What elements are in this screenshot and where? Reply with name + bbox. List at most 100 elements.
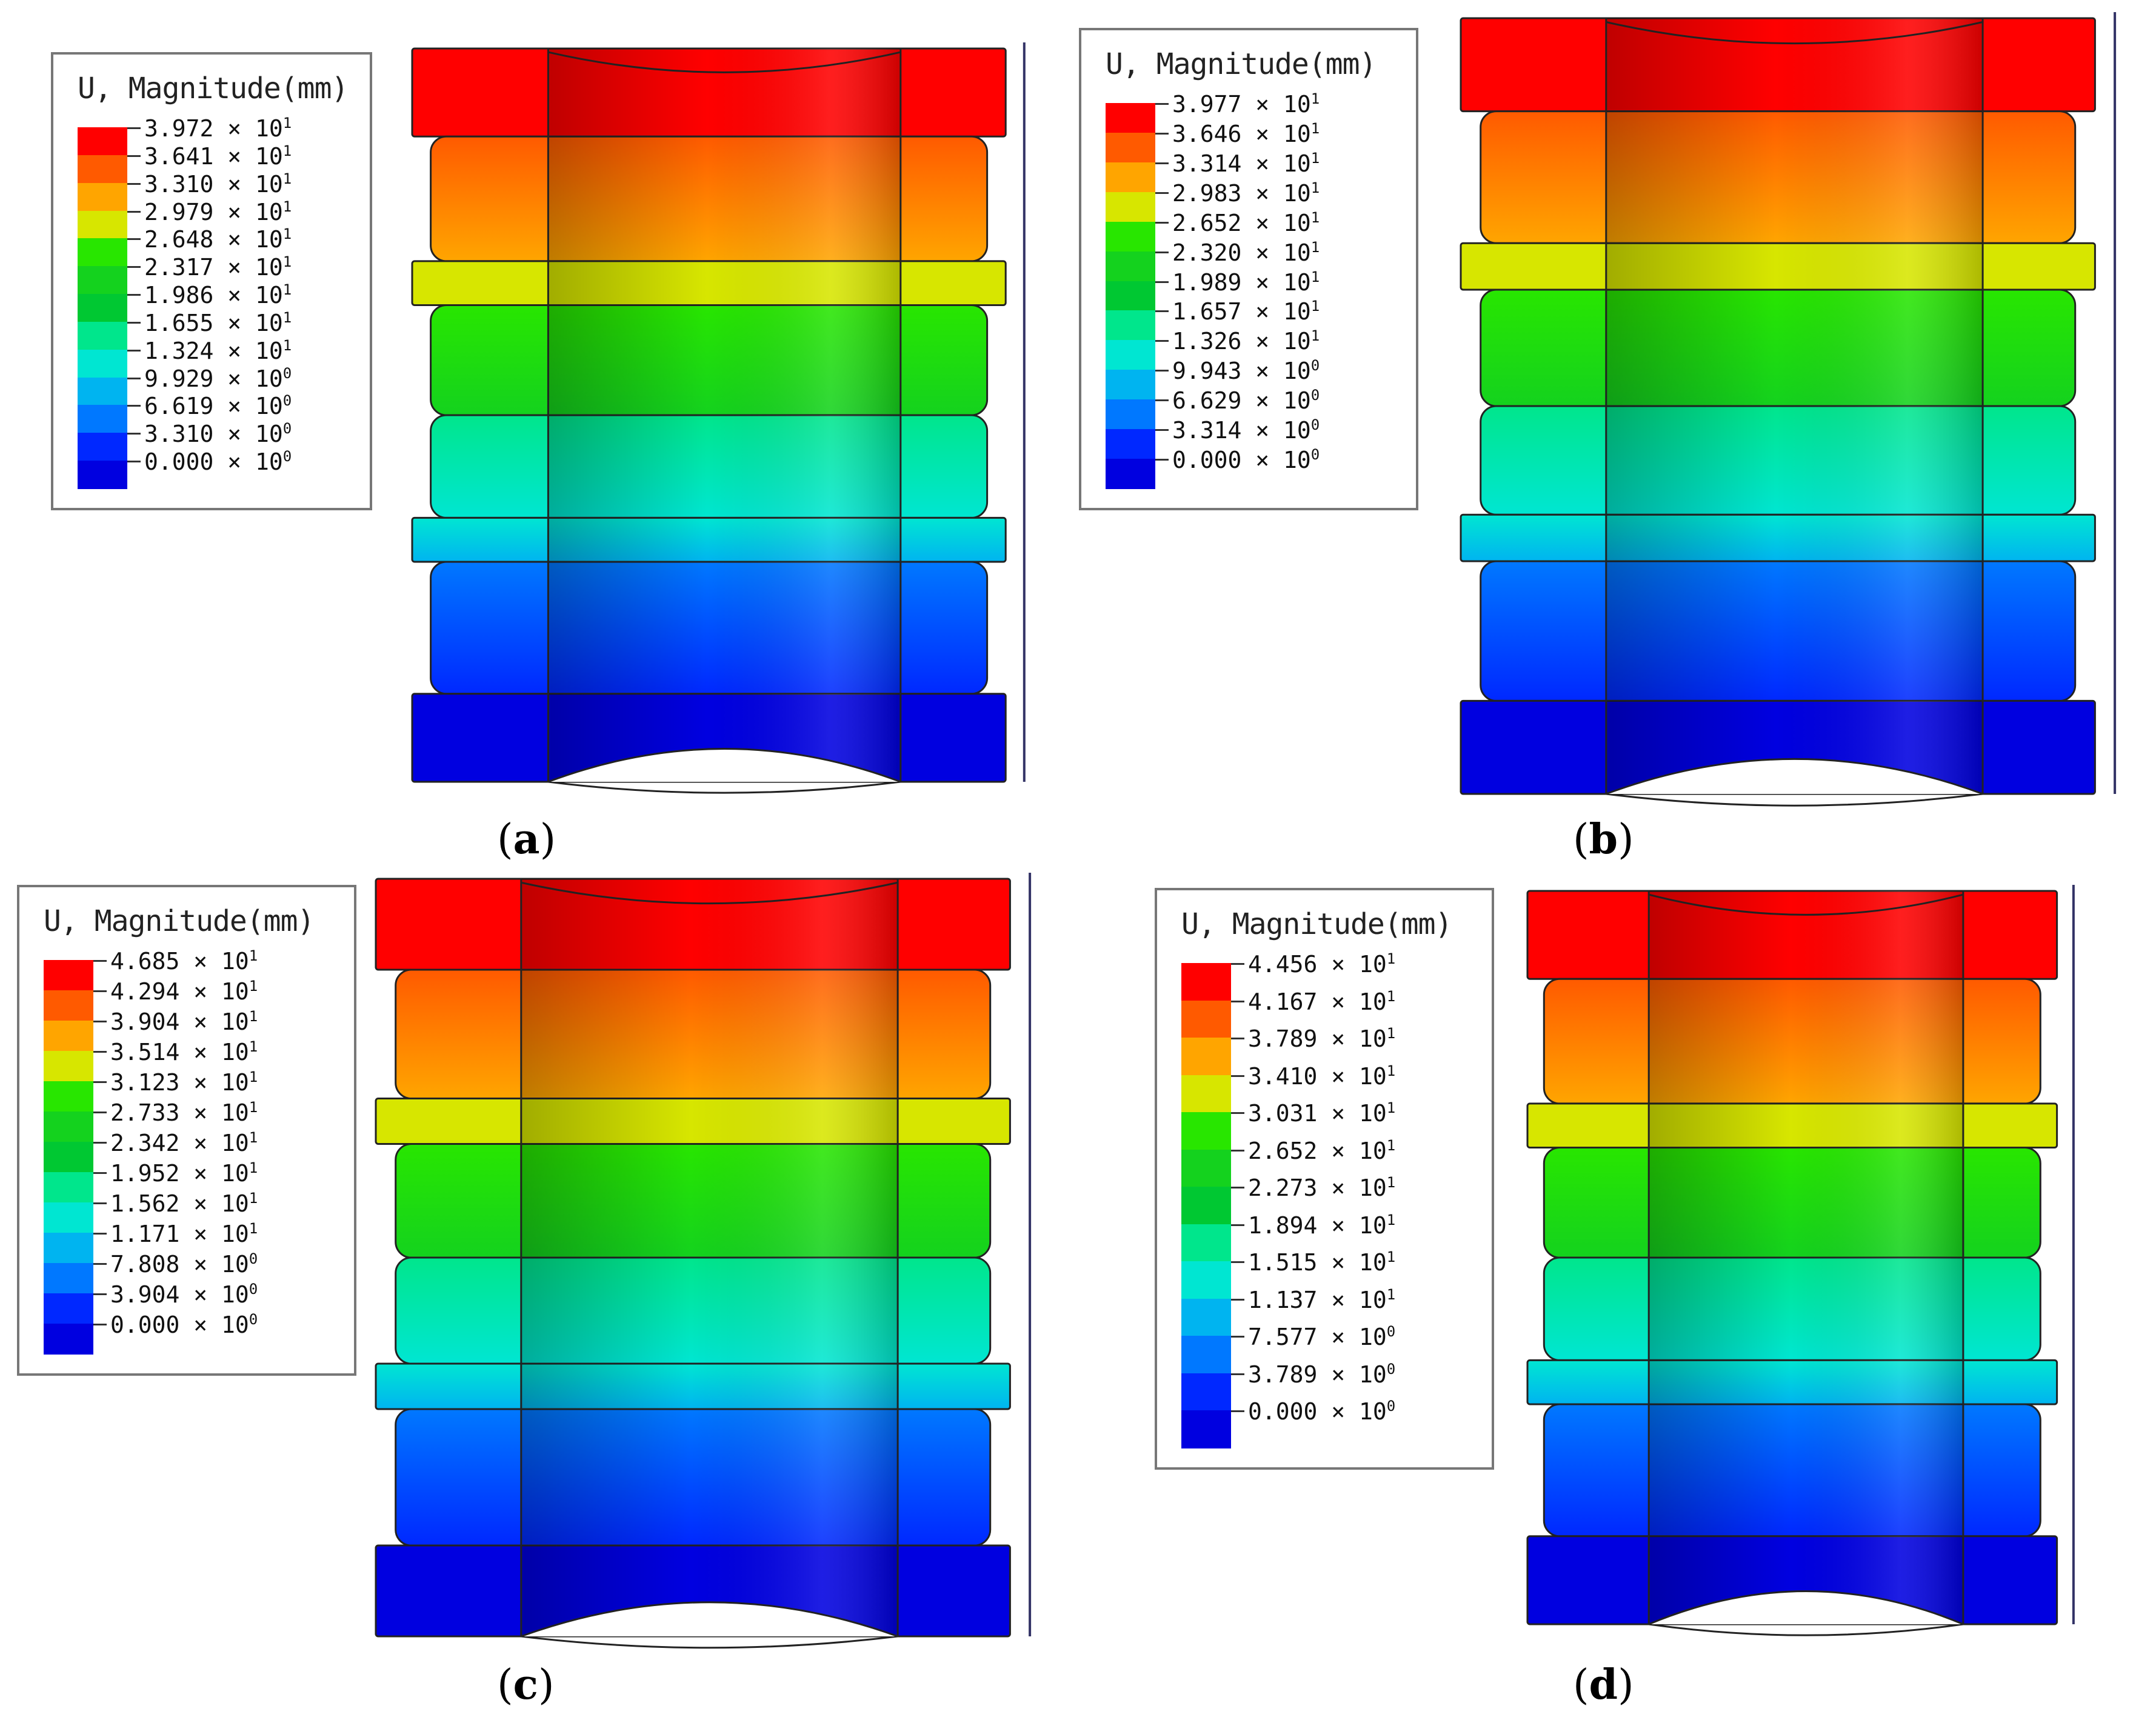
- level-mantissa: 1.952: [110, 1160, 180, 1187]
- level-exponent: 1: [1386, 1099, 1396, 1117]
- subfigure-label: b: [1589, 815, 1618, 864]
- level-mantissa: 3.410: [1248, 1062, 1318, 1090]
- times-sign: × 10: [1317, 1249, 1387, 1276]
- legend-level-label: 4.456 × 101: [1248, 951, 1395, 978]
- subfigure-caption: (a): [497, 815, 556, 864]
- cylinder-shading: [521, 1364, 898, 1409]
- legend-swatch: [1181, 1410, 1231, 1448]
- level-mantissa: 1.655: [144, 309, 214, 336]
- legend-level-label: 3.123 × 101: [110, 1069, 258, 1096]
- legend-swatch: [1106, 340, 1155, 371]
- legend-tick: [1155, 340, 1169, 342]
- legend-level-label: 2.342 × 101: [110, 1130, 258, 1156]
- fem-model-a: [411, 42, 1026, 794]
- times-sign: × 10: [1241, 179, 1311, 207]
- legend-tick: [1231, 1075, 1244, 1077]
- level-exponent: 1: [1386, 1248, 1396, 1266]
- legend-swatch: [44, 1263, 93, 1294]
- legend-d: U, Magnitude(mm) 4.456 × 101 4.167 × 101 3.…: [1155, 888, 1494, 1470]
- level-mantissa: 3.031: [1248, 1100, 1318, 1127]
- level-exponent: 1: [1310, 149, 1320, 167]
- legend-swatch: [44, 1112, 93, 1142]
- cylinder-shading: [1649, 1404, 1963, 1536]
- level-mantissa: 3.789: [1248, 1361, 1318, 1388]
- legend-title: U, Magnitude(mm): [1181, 907, 1452, 941]
- legend-tick: [1155, 370, 1169, 372]
- level-exponent: 0: [282, 420, 292, 438]
- times-sign: × 10: [1241, 120, 1311, 147]
- legend-tick: [93, 1021, 107, 1022]
- legend-swatch: [1106, 132, 1155, 163]
- cylinder-shading: [1606, 243, 1983, 290]
- level-exponent: 1: [249, 1190, 258, 1207]
- legend-tick: [93, 1142, 107, 1144]
- legend-tick: [127, 405, 141, 407]
- level-exponent: 1: [1386, 1174, 1396, 1192]
- level-mantissa: 3.314: [1172, 150, 1242, 177]
- times-sign: × 10: [179, 1099, 249, 1126]
- legend-swatch: [44, 1202, 93, 1233]
- level-exponent: 1: [1310, 179, 1320, 196]
- legend-level-label: 4.685 × 101: [110, 948, 258, 975]
- level-mantissa: 2.273: [1248, 1175, 1318, 1202]
- level-mantissa: 3.904: [110, 1008, 180, 1035]
- times-sign: × 10: [1317, 1175, 1387, 1202]
- legend-level-label: 4.167 × 101: [1248, 988, 1395, 1015]
- legend-swatch: [44, 1142, 93, 1173]
- legend-swatch: [78, 433, 127, 462]
- level-mantissa: 0.000: [1172, 447, 1242, 474]
- legend-level-label: 0.000 × 100: [144, 448, 292, 475]
- level-exponent: 0: [282, 448, 292, 465]
- times-sign: × 10: [179, 978, 249, 1005]
- level-exponent: 1: [249, 1129, 258, 1146]
- level-exponent: 0: [1310, 416, 1320, 434]
- legend-title: U, Magnitude(mm): [1106, 47, 1377, 81]
- times-sign: × 10: [179, 1190, 249, 1217]
- legend-swatch: [1106, 221, 1155, 252]
- legend-title-text: U, Magnitude: [1106, 47, 1309, 81]
- level-mantissa: 4.167: [1248, 988, 1318, 1015]
- legend-tick: [127, 182, 141, 185]
- legend-swatch: [78, 266, 127, 295]
- legend-level-label: 3.514 × 101: [110, 1039, 258, 1065]
- level-mantissa: 2.342: [110, 1130, 180, 1156]
- times-sign: × 10: [179, 1251, 249, 1278]
- legend-level-label: 0.000 × 100: [1248, 1398, 1395, 1425]
- level-mantissa: 1.562: [110, 1190, 180, 1217]
- level-exponent: 1: [249, 978, 258, 995]
- cylinder-shading: [1649, 1147, 1963, 1258]
- times-sign: × 10: [213, 282, 283, 309]
- legend-level-label: 4.294 × 101: [110, 978, 258, 1005]
- times-sign: × 10: [213, 421, 283, 448]
- times-sign: × 10: [213, 309, 283, 336]
- legend-level-label: 3.972 × 101: [144, 115, 292, 142]
- legend-level-label: 1.326 × 101: [1172, 328, 1320, 355]
- legend-tick: [127, 433, 141, 435]
- level-exponent: 0: [282, 392, 292, 410]
- legend-level-label: 1.324 × 101: [144, 338, 292, 364]
- level-mantissa: 3.789: [1248, 1025, 1318, 1053]
- legend-title: U, Magnitude(mm): [44, 904, 315, 938]
- level-exponent: 1: [249, 1099, 258, 1116]
- cylinder-shading: [1649, 979, 1963, 1104]
- legend-title-text: U, Magnitude: [78, 72, 281, 105]
- legend-tick: [1155, 103, 1169, 105]
- legend-swatch: [1181, 1298, 1231, 1337]
- legend-unit: (mm): [1384, 907, 1453, 941]
- legend-tick: [1231, 1224, 1244, 1226]
- cylinder-shading: [521, 970, 898, 1099]
- legend-swatch: [78, 294, 127, 322]
- times-sign: × 10: [1317, 951, 1387, 978]
- level-mantissa: 0.000: [144, 448, 214, 476]
- level-mantissa: 2.983: [1172, 179, 1242, 207]
- legend-level-label: 6.619 × 100: [144, 393, 292, 419]
- times-sign: × 10: [179, 1312, 249, 1338]
- level-mantissa: 2.320: [1172, 239, 1242, 266]
- legend-tick: [1231, 1336, 1244, 1338]
- level-exponent: 1: [282, 225, 292, 243]
- level-mantissa: 9.943: [1172, 358, 1242, 385]
- bore-edge-bottom: [547, 748, 901, 783]
- level-exponent: 1: [1386, 987, 1396, 1005]
- level-exponent: 0: [282, 364, 292, 382]
- times-sign: × 10: [179, 1130, 249, 1156]
